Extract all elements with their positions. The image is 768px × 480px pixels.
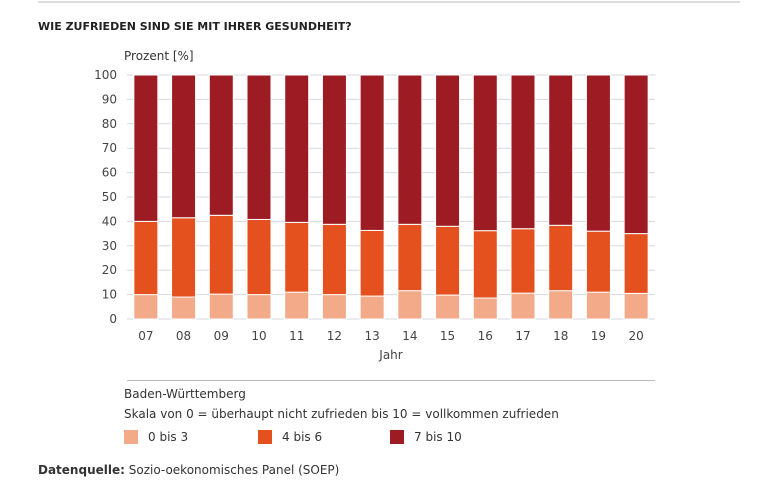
source-note: Datenquelle: Sozio-oekonomisches Panel (… [38,463,339,477]
bar-14-series-0 [397,290,423,320]
bar-09-series-0 [208,293,234,320]
bar-16-series-1 [472,230,498,299]
bar-17-series-1 [510,228,536,294]
y-tick-label: 70 [102,141,117,155]
bar-10-series-0 [246,294,272,320]
bar-20-series-2 [623,74,649,235]
y-tick-label: 30 [102,239,117,253]
bar-17-series-0 [510,292,536,320]
x-tick-label: 11 [289,329,304,343]
bar-11-series-0 [284,291,310,320]
bar-13-series-2 [359,74,385,231]
bar-14-series-2 [397,74,423,225]
y-tick-label: 80 [102,117,117,131]
bar-12-series-2 [321,74,347,225]
bar-12-series-1 [321,223,347,296]
x-tick-label: 08 [176,329,191,343]
x-tick-label: 07 [138,329,153,343]
x-tick-label: 15 [440,329,455,343]
bar-10-series-1 [246,218,272,296]
y-tick-label: 100 [94,68,117,82]
y-tick-label: 20 [102,263,117,277]
x-tick-label: 19 [591,329,606,343]
bar-20-series-0 [623,292,649,320]
bar-20-series-1 [623,233,649,294]
bar-08-series-1 [171,217,197,298]
x-tick-label: 13 [365,329,380,343]
bar-13-series-0 [359,295,385,320]
bar-16-series-0 [472,297,498,320]
legend-separator [127,380,655,381]
y-tick-label: 50 [102,190,117,204]
legend-swatch [390,430,404,444]
legend-swatch [258,430,272,444]
x-tick-label: 18 [553,329,568,343]
legend-label: 7 bis 10 [414,430,462,444]
y-tick-label: 90 [102,92,117,106]
bar-18-series-1 [548,224,574,292]
x-tick-label: 16 [478,329,493,343]
y-tick-label: 60 [102,166,117,180]
x-tick-label: 14 [402,329,417,343]
bar-12-series-0 [321,294,347,320]
bar-16-series-2 [472,74,498,232]
y-axis-label: Prozent [%] [124,49,194,63]
bar-15-series-2 [435,74,461,227]
bar-11-series-1 [284,221,310,293]
x-tick-label: 12 [327,329,342,343]
top-rule [38,1,740,3]
bar-11-series-2 [284,74,310,223]
bar-19-series-2 [585,74,611,232]
x-axis-label: Jahr [378,348,402,362]
bar-13-series-1 [359,229,385,297]
source-text: Sozio-oekonomisches Panel (SOEP) [124,463,340,477]
x-tick-label: 09 [214,329,229,343]
bar-15-series-0 [435,294,461,320]
bar-07-series-0 [133,294,159,320]
x-tick-label: 20 [629,329,644,343]
bar-14-series-1 [397,223,423,292]
legend-scale-note: Skala von 0 = überhaupt nicht zufrieden … [124,407,559,421]
chart-svg: 0 10 20 30 40 50 60 70 80 90 100 07 08 09 10 11 12 13 14 15… [94,68,655,362]
bar-18-series-2 [548,74,574,226]
bar-07-series-2 [133,74,159,222]
x-tick-label: 17 [515,329,530,343]
bar-08-series-0 [171,296,197,320]
bar-17-series-2 [510,74,536,230]
bar-10-series-2 [246,74,272,220]
legend-region: Baden-Württemberg [124,387,246,401]
bar-09-series-1 [208,214,234,295]
y-tick-label: 10 [102,288,117,302]
bar-09-series-2 [208,74,234,216]
legend-label: 0 bis 3 [148,430,189,444]
y-tick-label: 0 [109,312,117,326]
legend-swatch [124,430,138,444]
chart-title: WIE ZUFRIEDEN SIND SIE MIT IHRER GESUNDH… [38,20,352,33]
source-label: Datenquelle: [38,463,125,477]
bar-19-series-1 [585,230,611,293]
bar-19-series-0 [585,291,611,320]
bar-15-series-1 [435,225,461,296]
legend-label: 4 bis 6 [282,430,323,444]
bar-08-series-2 [171,74,197,219]
bar-18-series-0 [548,290,574,320]
bar-07-series-1 [133,220,159,296]
y-tick-label: 40 [102,214,117,228]
x-tick-label: 10 [251,329,266,343]
